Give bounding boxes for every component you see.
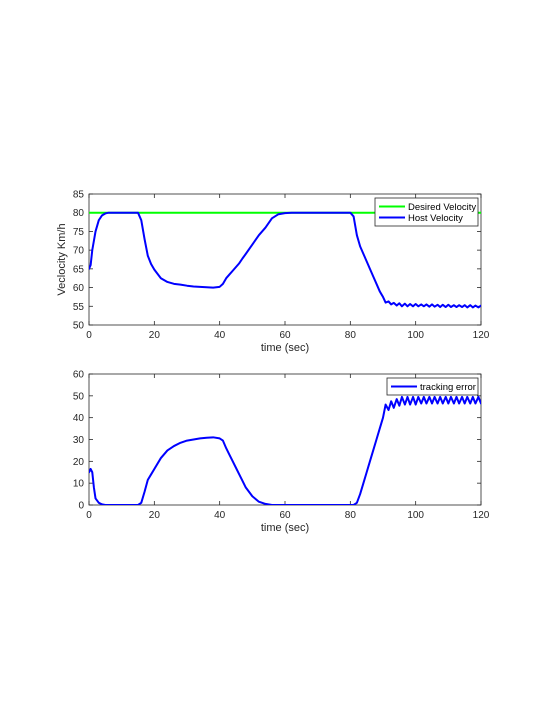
x-axis-label: time (sec) xyxy=(261,342,309,354)
series-group xyxy=(89,395,481,505)
legend-box xyxy=(374,197,479,227)
series-line-host-velocity xyxy=(89,211,481,309)
y-tick-label: 50 xyxy=(73,391,85,402)
legend-box xyxy=(386,377,479,396)
x-tick-label: 100 xyxy=(407,510,424,521)
x-tick-label: 40 xyxy=(214,510,226,521)
y-tick-label: 20 xyxy=(73,457,85,468)
y-tick-label: 65 xyxy=(73,264,85,275)
y-tick-label: 50 xyxy=(73,321,85,332)
x-axis-label: time (sec) xyxy=(261,522,309,534)
x-tick-label: 0 xyxy=(86,330,92,341)
x-tick-label: 60 xyxy=(279,510,291,521)
x-tick-label: 60 xyxy=(279,330,291,341)
velocity-chart: 0 20 40 60 80 100 120 50 55 60 65 70 75 80 85 time (sec… xyxy=(56,190,490,355)
series-line-tracking-error xyxy=(89,395,481,505)
legend-label-desired-velocity: Desired Velocity xyxy=(408,202,476,213)
x-tick-label: 120 xyxy=(473,510,490,521)
y-tick-label: 75 xyxy=(73,227,85,238)
x-tick-label: 100 xyxy=(407,330,424,341)
y-tick-label: 70 xyxy=(73,246,85,257)
legend-label-tracking-error: tracking error xyxy=(420,382,476,393)
x-tick-label: 20 xyxy=(149,510,161,521)
y-tick-label: 80 xyxy=(73,208,85,219)
y-axis-label: Veclocity Km/h xyxy=(56,223,68,295)
legend: tracking error xyxy=(386,377,479,396)
y-tick-label: 40 xyxy=(73,413,85,424)
plot-area xyxy=(88,373,482,506)
y-tick-label: 0 xyxy=(78,501,84,512)
x-tick-label: 120 xyxy=(473,330,490,341)
y-tick-label: 85 xyxy=(73,190,85,201)
y-tick-label: 30 xyxy=(73,435,85,446)
x-tick-label: 40 xyxy=(214,330,226,341)
x-tick-label: 80 xyxy=(345,330,357,341)
y-tick-label: 55 xyxy=(73,302,85,313)
x-tick-label: 20 xyxy=(149,330,161,341)
y-tick-label: 10 xyxy=(73,479,85,490)
y-tick-label: 60 xyxy=(73,283,85,294)
x-tick-label: 80 xyxy=(345,510,357,521)
legend-label-host-velocity: Host Velocity xyxy=(408,213,463,224)
x-tick-label: 0 xyxy=(86,510,92,521)
y-tick-label: 60 xyxy=(73,370,85,381)
